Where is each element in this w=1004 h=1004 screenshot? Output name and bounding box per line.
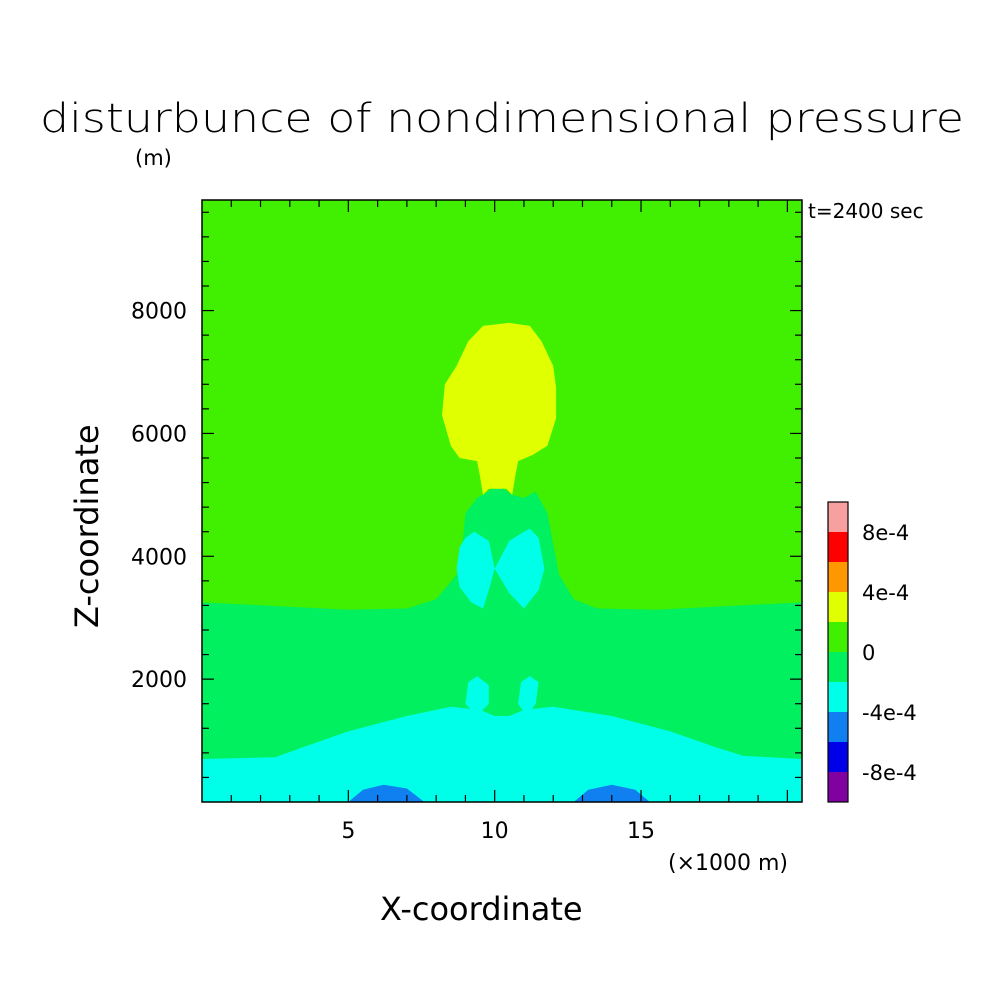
contour-region-lobe-left <box>456 531 495 609</box>
colorbar-swatch <box>828 682 848 712</box>
unit-label: (m) <box>135 146 172 170</box>
colorbar-swatch <box>828 562 848 592</box>
contour-region-bottom-band <box>202 706 802 802</box>
contour-region-dip-left <box>348 784 425 802</box>
axis-ticks: 5 10 15 2000 4000 6000 8000 <box>131 200 802 844</box>
contour-region-positive-cap <box>442 322 557 495</box>
colorbar-frame <box>827 501 849 803</box>
contour-regions <box>202 322 802 802</box>
contour-region-dip-right <box>573 784 650 802</box>
colorbar-label: 0 <box>862 641 875 665</box>
colorbar-swatch <box>828 772 848 802</box>
x-axis-label: X-coordinate <box>380 890 583 928</box>
contour-region-blob-right <box>518 676 539 716</box>
y-tick-label: 6000 <box>131 422 187 447</box>
colorbar-label: 8e-4 <box>862 521 909 545</box>
chart-title: disturbunce of nondimensional pressure <box>40 96 964 142</box>
contour-region-lobe-right <box>494 528 545 609</box>
contour-region-blob-left <box>465 676 489 716</box>
y-tick-label: 8000 <box>131 300 187 325</box>
colorbar-swatch <box>828 502 848 532</box>
colorbar-swatch <box>828 532 848 562</box>
colorbar-label: -8e-4 <box>862 761 917 785</box>
x-tick-label: 5 <box>341 819 355 844</box>
plot-area: 5 10 15 2000 4000 6000 8000 <box>131 199 803 844</box>
x-tick-label: 15 <box>627 819 655 844</box>
colorbar-swatch <box>828 622 848 652</box>
colorbar-swatch <box>828 652 848 682</box>
y-axis-label: Z-coordinate <box>68 424 106 628</box>
colorbar: -8e-4 -4e-4 0 4e-4 8e-4 <box>827 501 917 803</box>
x-axis-unit: (×1000 m) <box>668 851 788 876</box>
y-tick-label: 4000 <box>131 545 187 570</box>
x-tick-label: 10 <box>481 819 509 844</box>
contour-region-lower-layer <box>202 488 802 802</box>
colorbar-swatch <box>828 742 848 772</box>
y-tick-label: 2000 <box>131 668 187 693</box>
plot-frame <box>201 199 803 803</box>
time-label: t=2400 sec <box>808 199 924 223</box>
colorbar-swatch <box>828 592 848 622</box>
colorbar-swatch <box>828 712 848 742</box>
colorbar-label: -4e-4 <box>862 701 917 725</box>
colorbar-label: 4e-4 <box>862 581 909 605</box>
